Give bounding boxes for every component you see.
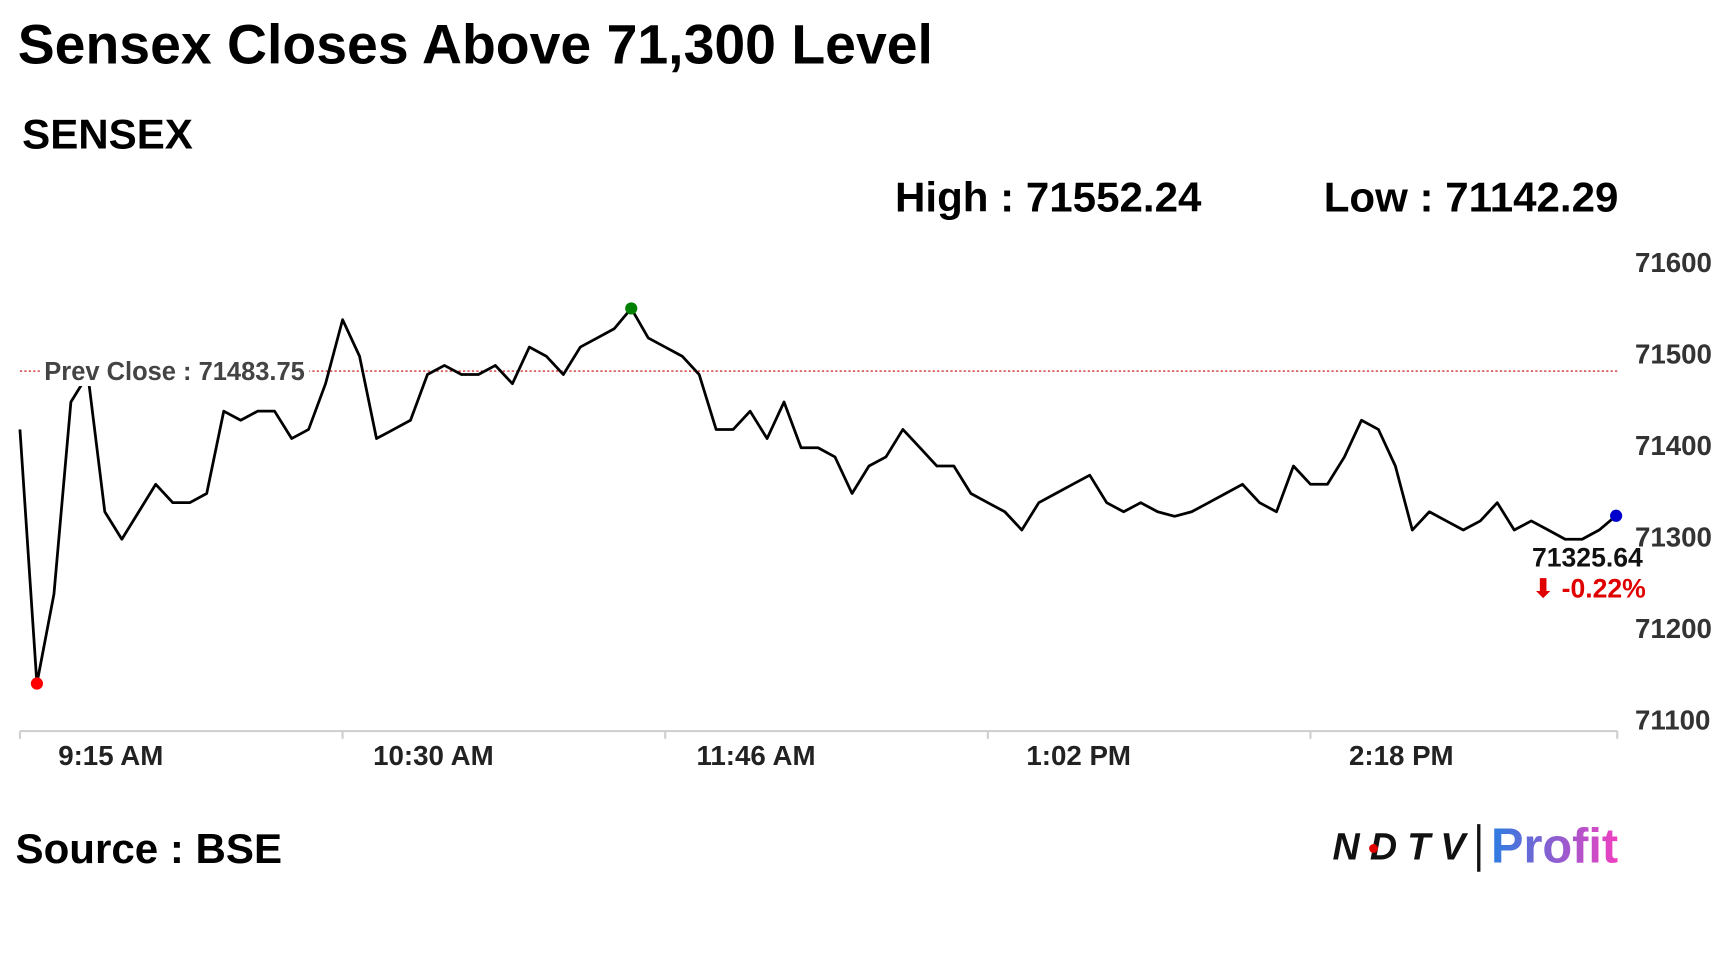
source: Source : BSE: [16, 825, 283, 872]
high-annotation: High : 71552.24: [895, 174, 1202, 221]
logo-ndtv: NDTV: [1333, 826, 1469, 868]
logo: NDTV Profit: [1333, 819, 1619, 873]
x-tick-label: 11:46 AM: [697, 740, 816, 771]
x-tick-label: 1:02 PM: [1026, 740, 1131, 771]
chart-subtitle: SENSEX: [22, 110, 193, 157]
y-tick-label: 71500: [1635, 339, 1712, 370]
low-annotation: Low : 71142.29: [1324, 174, 1619, 221]
prev-close-label-bg: [39, 358, 310, 387]
x-tick-label: 10:30 AM: [373, 740, 494, 771]
marker-dot: [625, 302, 638, 315]
change-value: ⬇ -0.22%: [1532, 573, 1646, 603]
chart-title: Sensex Closes Above 71,300 Level: [18, 13, 933, 75]
y-tick-label: 71200: [1635, 613, 1712, 644]
x-tick-label: 2:18 PM: [1349, 740, 1454, 771]
y-tick-label: 71300: [1635, 522, 1712, 553]
last-value: 71325.64: [1532, 542, 1643, 572]
marker-dot: [30, 677, 44, 690]
prev-close-label: Prev Close : 71483.75: [44, 358, 305, 386]
y-tick-label: 71100: [1635, 705, 1710, 736]
y-tick-label: 71600: [1635, 247, 1712, 278]
logo-profit: Profit: [1491, 819, 1618, 873]
marker-dot: [1610, 509, 1623, 522]
y-tick-label: 71400: [1635, 430, 1712, 461]
price-line: [18, 306, 1618, 685]
x-tick-label: 9:15 AM: [58, 740, 163, 771]
logo-dot: [1369, 844, 1378, 853]
